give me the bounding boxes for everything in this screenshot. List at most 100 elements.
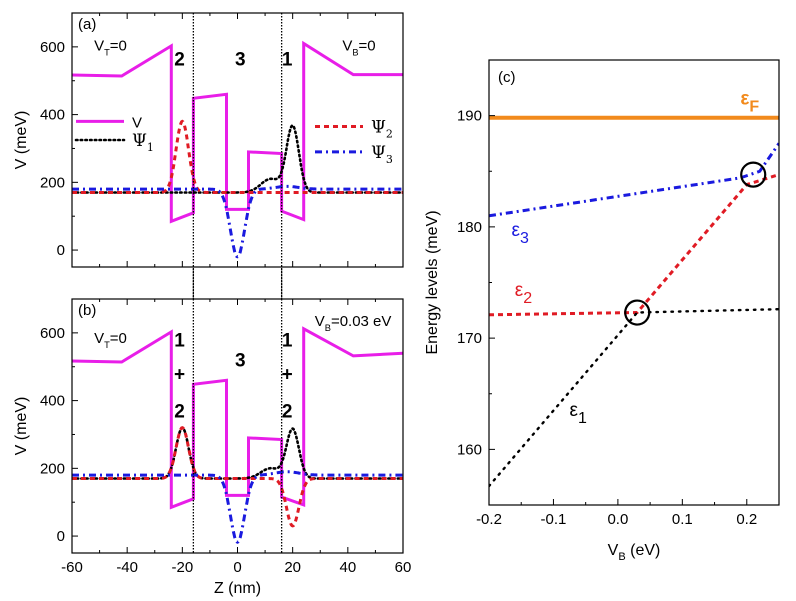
level-label-symbol: ε: [740, 89, 749, 110]
state-annotation-text: 2: [174, 402, 185, 423]
y-tick-label: 180: [457, 219, 482, 236]
state-annotation: +: [282, 364, 293, 385]
level-epsilon-3-line: [489, 142, 779, 218]
y-tick-label: 200: [40, 174, 65, 191]
state-annotation: 1: [282, 49, 293, 70]
series-v-line: [72, 40, 403, 224]
plot-area: [72, 326, 403, 544]
state-annotation-text: 1: [282, 330, 293, 351]
state-annotation: 2: [174, 49, 185, 70]
bias-annotation: VT=0: [94, 330, 127, 350]
series-1-line: [72, 123, 403, 194]
x-tick-label: -60: [61, 559, 83, 576]
bias-annotation-subscript: B: [352, 47, 358, 57]
legend-label-text: V: [132, 114, 142, 131]
state-annotation-text: 1: [174, 330, 185, 351]
bias-annotation-suffix: =0: [110, 37, 127, 54]
x-tick-label: -40: [116, 559, 138, 576]
level-label-subscript: 2: [523, 290, 532, 307]
state-annotation-text: +: [282, 364, 293, 385]
x-tick-label: 0: [233, 559, 241, 576]
x-tick-label: -0.2: [476, 511, 502, 528]
y-tick-label: 600: [40, 39, 65, 56]
legend-label: Ψ3: [371, 143, 393, 166]
legend-entry: Ψ2: [315, 117, 393, 140]
y-tick-label: 190: [457, 108, 482, 125]
x-axis-title-main: V: [608, 542, 619, 559]
x-axis-title-subscript: B: [618, 551, 625, 563]
x-axis-title: Z (nm): [214, 580, 261, 597]
state-annotation: 2: [282, 402, 293, 423]
plot-area: [72, 40, 403, 259]
series-2-line: [72, 426, 403, 528]
state-annotation-text: 3: [235, 351, 246, 372]
y-axis-title: V (meV): [13, 397, 30, 456]
level-label-symbol: ε: [570, 400, 579, 421]
series-v-line: [72, 326, 403, 510]
panel-label: (a): [78, 16, 96, 33]
bias-annotation-suffix: =0.03 eV: [331, 313, 391, 330]
bias-annotation: VT=0: [94, 37, 127, 57]
bias-annotation-text: V: [94, 330, 104, 347]
y-tick-label: 600: [40, 325, 65, 342]
bias-annotation: VB=0.03 eV: [315, 313, 392, 333]
level-label-symbol: ε: [512, 220, 521, 241]
state-annotation: 1: [282, 330, 293, 351]
state-annotation: 2: [174, 402, 185, 423]
legend-label: V: [132, 114, 142, 131]
x-tick-label: 40: [339, 559, 356, 576]
panel-label: (c): [498, 69, 516, 86]
bias-annotation-subscript: T: [104, 340, 110, 350]
plot-area: [489, 115, 779, 488]
y-tick-label: 170: [457, 330, 482, 347]
level-epsilon-2-line: [489, 173, 779, 317]
legend-label-subscript: 2: [386, 127, 393, 140]
x-tick-label: 60: [395, 559, 412, 576]
bias-annotation-text: V: [94, 37, 104, 54]
series-3-line: [72, 470, 403, 544]
x-axis-title-unit: (eV): [626, 542, 661, 559]
bias-annotation-subscript: T: [104, 47, 110, 57]
state-annotation-text: 2: [174, 49, 185, 70]
anticrossing-circle: [624, 299, 651, 326]
y-tick-label: 0: [57, 242, 65, 259]
anticrossing-circle: [740, 161, 767, 188]
bias-annotation-text: V: [315, 313, 325, 330]
x-tick-label: -0.1: [541, 511, 567, 528]
level-label: ε1: [570, 400, 587, 427]
level-label-subscript: 3: [520, 230, 529, 247]
x-tick-label: 0.0: [607, 511, 628, 528]
panel-label: (b): [78, 302, 96, 319]
state-annotation-text: 1: [282, 49, 293, 70]
y-tick-label: 200: [40, 460, 65, 477]
x-tick-label: 20: [284, 559, 301, 576]
series-2-line: [72, 119, 403, 194]
x-tick-label: 0.2: [736, 511, 757, 528]
level-label: εF: [740, 89, 759, 116]
level-label-symbol: ε: [515, 280, 524, 301]
bias-annotation-suffix: =0: [110, 330, 127, 347]
x-tick-label: 0.1: [672, 511, 693, 528]
bias-annotation-subscript: B: [325, 323, 331, 333]
legend-entry: Ψ3: [315, 143, 393, 166]
state-annotation-text: +: [174, 364, 185, 385]
state-annotation: 3: [235, 351, 246, 372]
y-tick-label: 400: [40, 107, 65, 124]
y-tick-label: 400: [40, 393, 65, 410]
bias-annotation-text: V: [342, 37, 352, 54]
legend-label-text: Ψ: [371, 117, 386, 137]
state-annotation: 1: [174, 330, 185, 351]
legend-entry: V: [76, 114, 142, 131]
level-label-subscript: F: [749, 99, 759, 116]
series-3-line: [72, 184, 403, 259]
y-tick-label: 0: [57, 528, 65, 545]
bias-annotation: VB=0: [342, 37, 375, 57]
legend-label-subscript: 3: [386, 153, 393, 166]
legend-label: Ψ1: [132, 131, 154, 154]
axes-frame: [488, 59, 780, 506]
state-annotation: 3: [235, 49, 246, 70]
y-tick-label: 160: [457, 441, 482, 458]
state-annotation-text: 2: [282, 402, 293, 423]
